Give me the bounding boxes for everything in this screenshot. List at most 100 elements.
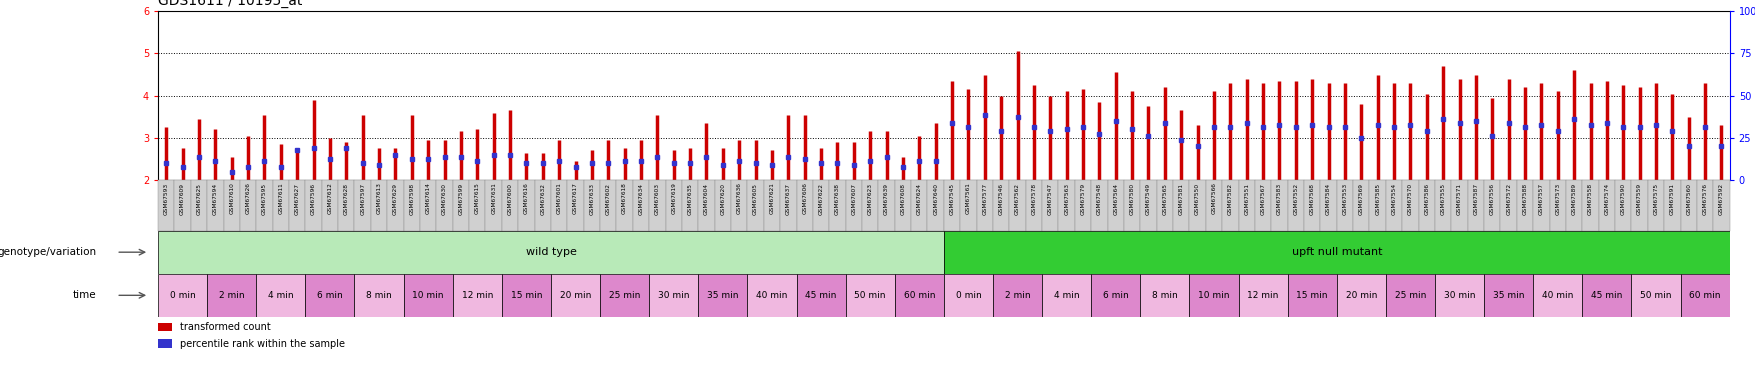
Bar	[290, 180, 305, 231]
Bar	[453, 274, 502, 317]
Bar	[878, 180, 895, 231]
Text: GSM67619: GSM67619	[670, 183, 676, 214]
Bar	[1646, 180, 1664, 231]
Text: GSM67582: GSM67582	[1227, 183, 1232, 214]
Bar	[616, 180, 632, 231]
Text: GSM67591: GSM67591	[1669, 183, 1674, 214]
Text: 35 min: 35 min	[1492, 291, 1523, 300]
Bar	[1418, 180, 1434, 231]
Text: GSM67576: GSM67576	[1702, 183, 1706, 214]
Bar	[551, 180, 567, 231]
Bar	[1532, 274, 1581, 317]
Text: GSM67589: GSM67589	[1571, 183, 1576, 214]
Text: GSM67556: GSM67556	[1488, 183, 1494, 214]
Bar	[388, 180, 404, 231]
Bar	[1058, 180, 1074, 231]
Bar	[1483, 180, 1499, 231]
Text: GSM67548: GSM67548	[1097, 183, 1100, 214]
Text: GSM67611: GSM67611	[277, 183, 283, 214]
Bar	[1483, 274, 1532, 317]
Bar	[911, 180, 927, 231]
Bar	[1713, 180, 1729, 231]
Text: GSM67568: GSM67568	[1309, 183, 1314, 214]
Text: GSM67587: GSM67587	[1472, 183, 1478, 214]
Bar	[158, 231, 944, 274]
Bar	[1499, 180, 1516, 231]
Bar	[1467, 180, 1483, 231]
Text: GSM67580: GSM67580	[1128, 183, 1134, 214]
Text: GSM67597: GSM67597	[360, 183, 365, 214]
Bar	[813, 180, 828, 231]
Bar	[370, 180, 388, 231]
Bar	[730, 180, 748, 231]
Text: 10 min: 10 min	[1197, 291, 1228, 300]
Bar	[1320, 180, 1336, 231]
Text: GSM67583: GSM67583	[1276, 183, 1281, 214]
Text: GSM67622: GSM67622	[818, 183, 823, 214]
Bar	[779, 180, 797, 231]
Bar	[1369, 180, 1385, 231]
Text: GSM67569: GSM67569	[1358, 183, 1364, 214]
Text: GSM67563: GSM67563	[1064, 183, 1069, 214]
Text: GSM67618: GSM67618	[621, 183, 627, 214]
Text: GSM67566: GSM67566	[1211, 183, 1216, 214]
Text: transformed count: transformed count	[179, 322, 270, 332]
Bar	[305, 274, 355, 317]
Text: GSM67565: GSM67565	[1162, 183, 1167, 214]
Text: GSM67581: GSM67581	[1178, 183, 1183, 214]
Bar	[1434, 180, 1451, 231]
Text: 25 min: 25 min	[1393, 291, 1425, 300]
Bar	[240, 180, 256, 231]
Text: GSM67590: GSM67590	[1620, 183, 1625, 214]
Text: 60 min: 60 min	[1688, 291, 1720, 300]
Bar	[1548, 180, 1565, 231]
Text: GSM67639: GSM67639	[883, 183, 888, 214]
Text: GSM67602: GSM67602	[605, 183, 611, 214]
Text: GSM67608: GSM67608	[900, 183, 906, 214]
Text: GSM67626: GSM67626	[246, 183, 251, 214]
Bar	[419, 180, 435, 231]
Bar	[1385, 180, 1402, 231]
Bar	[158, 180, 174, 231]
Bar	[600, 274, 649, 317]
Bar	[1271, 180, 1286, 231]
Bar	[1172, 180, 1188, 231]
Bar	[1336, 274, 1385, 317]
Bar	[1597, 180, 1615, 231]
Text: GSM67624: GSM67624	[916, 183, 921, 214]
Text: GSM67546: GSM67546	[999, 183, 1004, 214]
Bar	[158, 339, 172, 348]
Bar	[1221, 180, 1237, 231]
Bar	[846, 274, 895, 317]
Text: 15 min: 15 min	[1295, 291, 1327, 300]
Text: GSM67562: GSM67562	[1014, 183, 1020, 214]
Text: 25 min: 25 min	[609, 291, 641, 300]
Text: GSM67599: GSM67599	[458, 183, 463, 214]
Bar	[1255, 180, 1271, 231]
Bar	[207, 274, 256, 317]
Text: GSM67637: GSM67637	[786, 183, 790, 214]
Text: genotype/variation: genotype/variation	[0, 247, 97, 257]
Text: GSM67588: GSM67588	[1522, 183, 1527, 214]
Bar	[1090, 180, 1107, 231]
Text: 40 min: 40 min	[756, 291, 788, 300]
Text: 6 min: 6 min	[318, 291, 342, 300]
Bar	[1041, 180, 1058, 231]
Text: 20 min: 20 min	[560, 291, 591, 300]
Text: GSM67552: GSM67552	[1293, 183, 1297, 214]
Text: GSM67572: GSM67572	[1506, 183, 1511, 214]
Text: GSM67547: GSM67547	[1048, 183, 1053, 214]
Bar	[1074, 180, 1090, 231]
Text: GSM67550: GSM67550	[1195, 183, 1199, 214]
Bar	[1336, 180, 1353, 231]
Bar	[649, 274, 698, 317]
Bar	[942, 274, 992, 317]
Bar	[404, 274, 453, 317]
Bar	[1286, 180, 1304, 231]
Bar	[355, 274, 404, 317]
Bar	[567, 180, 583, 231]
Bar	[1304, 180, 1320, 231]
Bar	[272, 180, 290, 231]
Text: GSM67630: GSM67630	[442, 183, 448, 214]
Text: GSM67553: GSM67553	[1341, 183, 1346, 214]
